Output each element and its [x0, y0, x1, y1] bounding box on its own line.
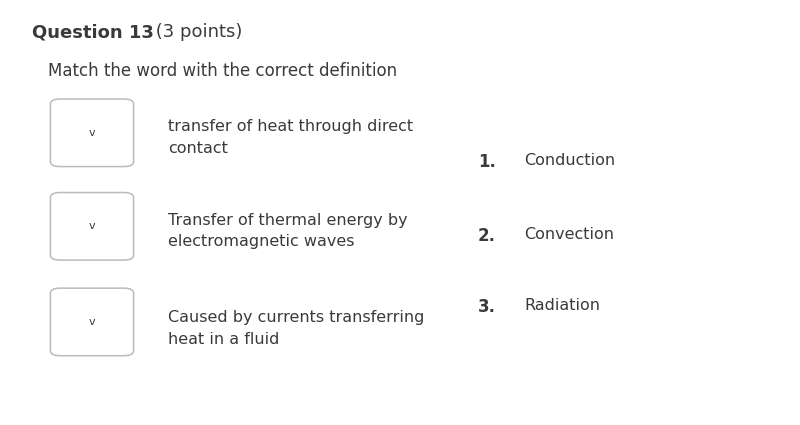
Text: Convection: Convection — [524, 227, 614, 242]
Text: Radiation: Radiation — [524, 298, 600, 312]
FancyBboxPatch shape — [50, 288, 134, 356]
Text: v: v — [89, 128, 95, 138]
FancyBboxPatch shape — [50, 99, 134, 167]
Text: Caused by currents transferring
heat in a fluid: Caused by currents transferring heat in … — [168, 310, 424, 347]
Text: Conduction: Conduction — [524, 153, 615, 168]
FancyBboxPatch shape — [50, 193, 134, 260]
Text: Transfer of thermal energy by
electromagnetic waves: Transfer of thermal energy by electromag… — [168, 212, 408, 249]
Text: v: v — [89, 221, 95, 231]
Text: 3.: 3. — [478, 298, 496, 315]
Text: (3 points): (3 points) — [150, 23, 242, 41]
Text: 2.: 2. — [478, 227, 496, 245]
Text: Match the word with the correct definition: Match the word with the correct definiti… — [48, 62, 397, 79]
Text: Question 13: Question 13 — [32, 23, 154, 41]
Text: 1.: 1. — [478, 153, 496, 171]
Text: transfer of heat through direct
contact: transfer of heat through direct contact — [168, 119, 413, 156]
Text: v: v — [89, 317, 95, 327]
